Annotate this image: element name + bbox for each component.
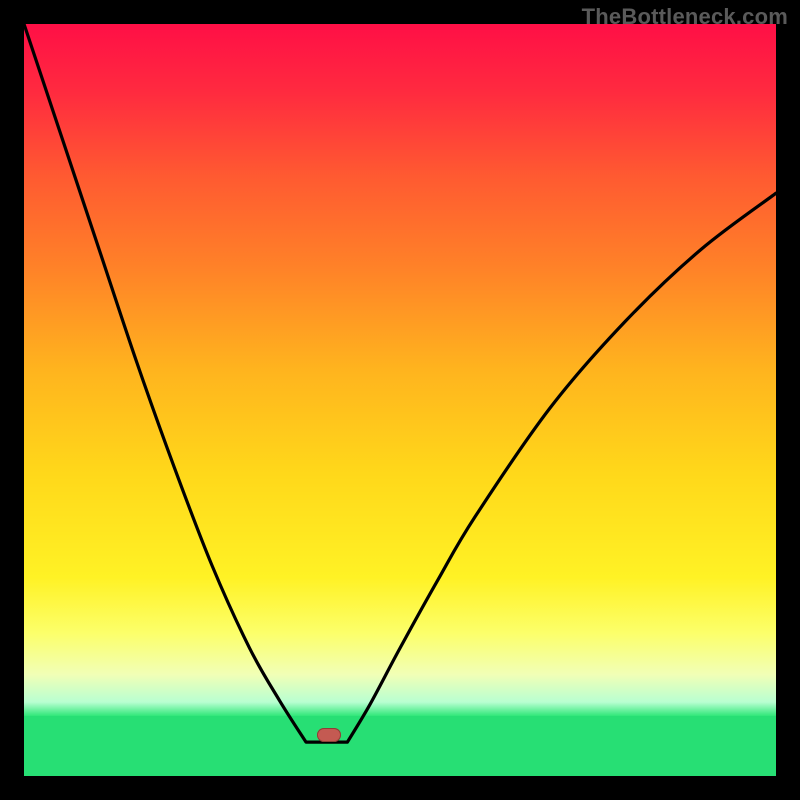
plot-area (24, 24, 776, 776)
bottleneck-curve (24, 24, 776, 776)
watermark-text: TheBottleneck.com (582, 4, 788, 30)
selected-point-marker (317, 728, 341, 742)
